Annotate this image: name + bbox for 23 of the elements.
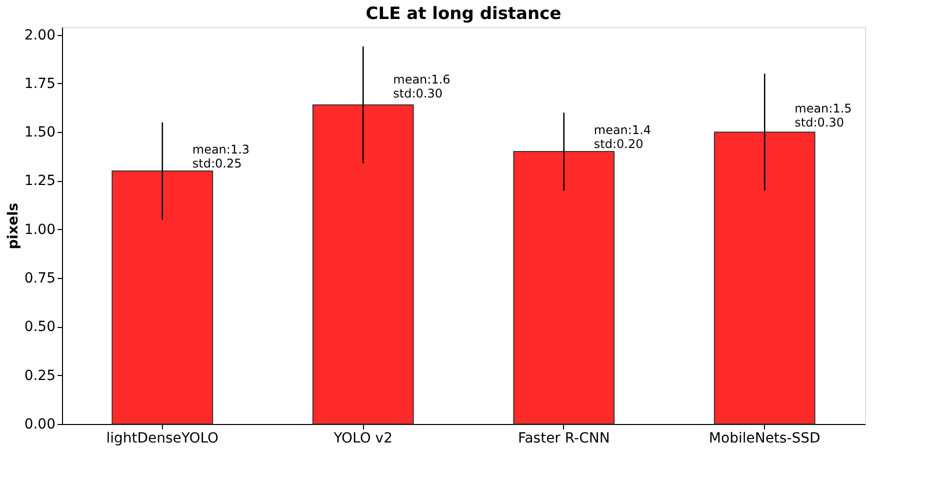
y-axis-title: pixels (5, 202, 22, 250)
x-tick-label: YOLO v2 (332, 430, 393, 446)
y-tick-label: 0.75 (24, 270, 56, 287)
chart-title: CLE at long distance (366, 4, 562, 24)
bar (312, 104, 414, 424)
y-tick-label: 2.00 (24, 27, 56, 44)
annotation: mean:1.6 std:0.30 (393, 72, 450, 101)
x-tick-label: Faster R-CNN (518, 430, 610, 446)
y-tick-label: 0.00 (24, 416, 56, 432)
y-tick-label: 1.50 (24, 124, 56, 141)
y-tick-label: 1.75 (24, 76, 56, 92)
y-tick-label: 0.25 (24, 368, 56, 384)
bar (112, 170, 214, 424)
y-tick-label: 1.00 (24, 222, 56, 238)
annotation: mean:1.5 std:0.30 (794, 102, 852, 130)
y-tick-label: 1.25 (24, 173, 56, 190)
y-tick-label: 0.50 (24, 319, 56, 336)
annotation: mean:1.4 std:0.20 (594, 123, 652, 152)
x-tick-label: MobileNets-SSD (708, 430, 820, 446)
x-tick-label: lightDenseYOLO (106, 430, 219, 446)
annotation: mean:1.3 std:0.25 (192, 142, 250, 171)
bar (513, 151, 615, 424)
bar (714, 132, 816, 424)
